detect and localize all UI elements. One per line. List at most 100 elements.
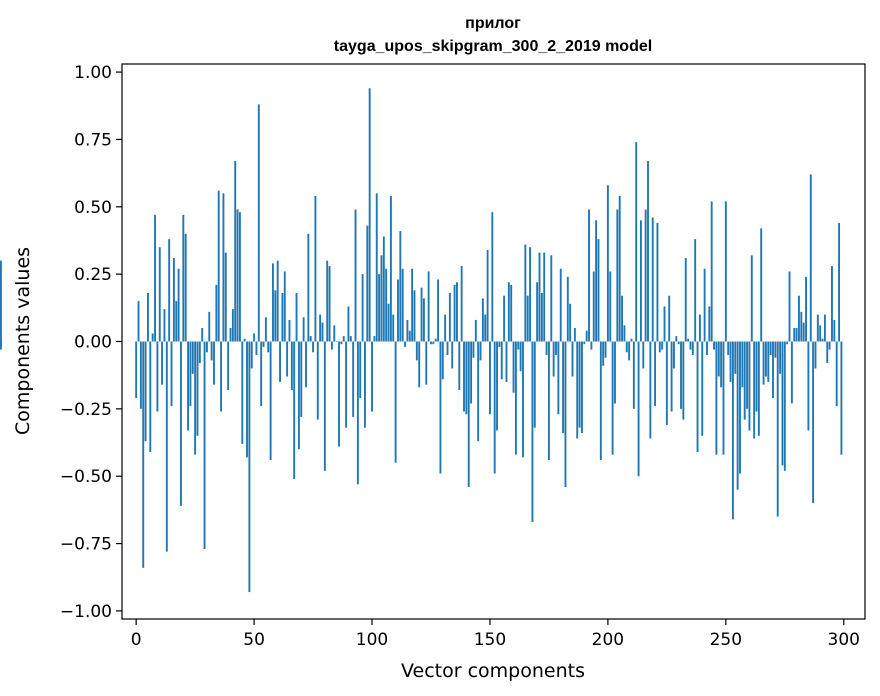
x-tick-label: 0 (131, 630, 142, 650)
bar (316, 341, 319, 420)
bar (260, 341, 263, 407)
bar (724, 201, 727, 342)
bar (156, 341, 159, 412)
bar (550, 255, 553, 342)
bar (333, 325, 336, 342)
bar (340, 341, 343, 345)
bar (840, 341, 843, 455)
bar (338, 341, 340, 447)
bar (406, 319, 409, 342)
chart-title: прилог (465, 15, 521, 32)
bar (651, 217, 654, 342)
bar (397, 279, 399, 342)
bar (264, 317, 267, 342)
bar (319, 314, 322, 342)
bar (819, 325, 822, 342)
bar (305, 341, 307, 388)
bar (323, 341, 326, 471)
x-tick-label: 200 (592, 630, 624, 650)
bar (158, 247, 161, 342)
bar (642, 341, 645, 369)
y-tick-label: −0.75 (60, 535, 112, 555)
bar (675, 336, 678, 342)
bar (581, 341, 583, 434)
bar (507, 282, 510, 342)
bar (783, 341, 786, 471)
bar (253, 333, 256, 342)
bar (385, 268, 388, 342)
bar (696, 341, 699, 452)
bar (243, 338, 246, 342)
bar (210, 341, 213, 361)
bar (670, 341, 673, 412)
bar (809, 174, 812, 342)
bar (484, 314, 487, 342)
bar (401, 268, 404, 342)
bar (356, 341, 359, 485)
bar (262, 341, 265, 347)
bar (746, 341, 749, 409)
bar (361, 274, 364, 342)
bar (609, 271, 612, 342)
bar (694, 239, 697, 342)
bar (517, 341, 520, 350)
bar (826, 341, 829, 364)
bar (802, 322, 805, 342)
bar (569, 303, 572, 342)
bar (387, 303, 390, 342)
bar (597, 239, 600, 342)
bar (382, 236, 385, 342)
bar (743, 341, 746, 420)
bar (805, 276, 807, 342)
bar (241, 341, 244, 444)
bar (661, 341, 664, 350)
bar (503, 295, 506, 342)
bar (823, 314, 826, 342)
bar (312, 341, 314, 353)
bar (493, 341, 496, 474)
x-axis-label: Vector components (401, 660, 585, 682)
bar (682, 341, 685, 420)
bar (175, 301, 178, 342)
bar (267, 341, 270, 353)
bar (191, 341, 194, 374)
bar (828, 341, 831, 350)
y-tick-label: 1.00 (74, 63, 112, 83)
bar (668, 295, 671, 342)
bar (378, 274, 381, 342)
bar (276, 260, 279, 342)
y-tick-label: −1.00 (60, 602, 112, 622)
bar (555, 341, 557, 355)
bar (656, 222, 659, 342)
bar (703, 268, 706, 342)
bar (434, 338, 437, 342)
bar (831, 266, 833, 342)
bar (720, 341, 723, 388)
bar (559, 268, 562, 342)
bar (571, 341, 574, 377)
bar (194, 341, 197, 455)
bar (250, 341, 253, 369)
bar (698, 314, 701, 342)
x-tick-label: 50 (243, 630, 265, 650)
bar (437, 279, 440, 342)
bar (371, 341, 373, 412)
bar (234, 160, 237, 342)
bar (654, 341, 657, 407)
bar (180, 341, 182, 506)
bar (635, 142, 638, 342)
bar (545, 341, 548, 355)
bar (774, 341, 777, 358)
bar (673, 341, 675, 369)
bar (710, 201, 713, 342)
bar (375, 193, 378, 342)
bar (522, 341, 524, 458)
bar (722, 341, 725, 455)
bar (474, 319, 477, 342)
bar (184, 233, 187, 342)
bar (687, 338, 690, 342)
bar (368, 88, 371, 342)
bar (755, 341, 758, 412)
bar (364, 341, 366, 428)
